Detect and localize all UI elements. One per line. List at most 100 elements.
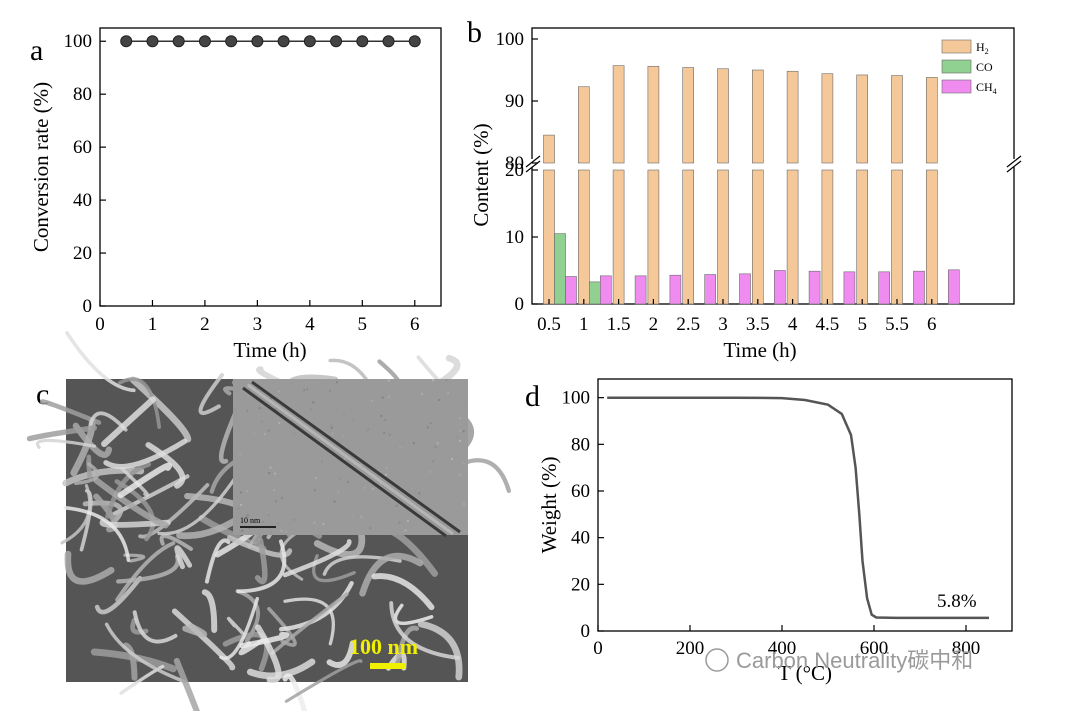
tem-noise-speck [365,430,368,433]
panel-b-bar-ch4 [913,270,925,305]
tem-noise-speck [398,521,401,524]
panel-b-bar-h2 [891,169,903,305]
panel-d-xtick-label: 400 [768,638,797,659]
panel-b-bar-h2 [612,65,625,164]
tem-noise-speck [383,431,386,434]
panel-b-ytick-label: 10 [505,227,524,248]
tem-noise-speck [246,490,249,493]
tem-noise-speck [279,523,282,526]
sem-nanotube-strand [129,376,192,443]
panel-a-xtick-label: 3 [253,314,263,335]
tem-inset-noise [234,379,466,534]
tem-noise-speck [363,486,366,489]
panel-a-letter: a [30,34,43,67]
panel-b-bar-h2 [543,134,555,164]
sem-nanotube-strand [201,589,218,634]
sem-nanotube-strand [282,539,352,578]
panel-b-xtick-label: 6 [927,314,937,335]
panel-a-ytick-label: 40 [73,190,92,211]
tem-noise-speck [266,476,269,479]
panel-a-chart: Time (h) Conversion rate (%) 0 1 2 3 4 5 6 0 20… [29,27,442,362]
panel-b-bar-h2 [786,70,799,164]
tem-noise-speck [337,440,340,443]
tem-noise-speck [406,519,409,522]
tem-noise-speck [246,514,249,517]
panel-b-bar-h2 [856,169,869,305]
panel-a-xticks: 0 1 2 3 4 5 6 [95,300,420,335]
panel-b-bar-ch4 [565,276,577,305]
panel-b-xtick-label: 5 [857,314,867,335]
panel-b-bar-ch4 [947,269,960,305]
sem-nanotube-strand [119,664,165,695]
sem-nanotube-strand [145,442,186,489]
panel-d-xticks: 0 200 400 600 800 [593,625,980,659]
watermark: Carbon Neutrality碳中和 [705,648,973,673]
tem-noise-speck [292,431,295,434]
tem-noise-speck [418,443,421,446]
tem-noise-speck [418,492,421,495]
tem-noise-speck [301,388,304,391]
sem-nanotube-strand [182,623,208,638]
panel-a-point [277,35,290,48]
tem-noise-speck [293,518,296,521]
sem-nanotube-strand [219,596,259,661]
panel-d-xtick-label: 800 [952,638,981,659]
tem-noise-speck [239,453,242,456]
panel-d-chart: T (°C) Weight (%) 0 200 400 600 800 0 20 40 60 8… [537,378,1013,685]
tem-noise-speck [463,402,466,405]
tem-noise-speck [368,399,371,402]
panel-b-bar-h2 [821,169,834,305]
sem-nanotube-strand [389,601,461,660]
panel-a-points [120,35,421,48]
panel-d-ytick-label: 80 [571,434,590,455]
tem-noise-speck [260,420,263,423]
sem-nanotube-strand [417,620,463,681]
sem-nanotube-strand [236,539,287,594]
panel-b-bar-ch4 [808,270,821,305]
tem-noise-speck [385,467,388,470]
tem-noise-speck [329,389,332,392]
sem-nanotube-strand [60,483,92,545]
tem-noise-speck [367,526,370,529]
tem-noise-speck [399,446,402,449]
sem-nanotube-strand [239,631,290,649]
panel-a-xtick-label: 5 [358,314,368,335]
sem-nanotube-strand [174,545,193,570]
panel-b-xlabel: Time (h) [723,338,796,362]
panel-b-bar-ch4 [599,275,612,305]
panel-a-xtick-label: 0 [95,314,105,335]
sem-nanotube-strand [132,610,178,644]
panel-b-ytick-label: 80 [505,153,524,174]
tem-noise-speck [275,500,278,503]
sem-nanotube-strand [120,467,150,497]
panel-a-ytick-label: 20 [73,243,92,264]
sem-nanotube-strand [114,479,156,542]
tem-noise-speck [257,450,260,453]
panel-b-legend-swatch [941,79,972,94]
tem-noise-speck [248,387,251,390]
tem-noise-speck [432,379,435,382]
tem-noise-speck [444,487,447,490]
panel-b-bar-ch4 [739,273,751,305]
tem-noise-speck [459,429,462,432]
panel-b-legend-label: CH4 [976,80,997,96]
tem-noise-speck [387,395,390,398]
panel-a-ytick-label: 100 [64,31,93,52]
tem-noise-speck [352,419,355,422]
sem-nanotube-strand [157,473,239,536]
tem-noise-speck [337,491,340,494]
tem-noise-speck [330,424,333,427]
tem-noise-speck [295,454,298,457]
tem-noise-speck [330,426,333,429]
panel-b-xtick-label: 3.5 [746,314,770,335]
tem-noise-speck [384,418,387,421]
panel-c-letter: c [36,378,49,411]
panel-a-point [120,35,133,48]
tem-noise-speck [310,408,313,411]
tem-noise-speck [432,460,435,463]
panel-b-legend-label: CO [976,60,993,74]
tem-noise-speck [269,397,272,400]
tem-noise-speck [266,411,269,414]
tem-noise-speck [451,457,454,460]
